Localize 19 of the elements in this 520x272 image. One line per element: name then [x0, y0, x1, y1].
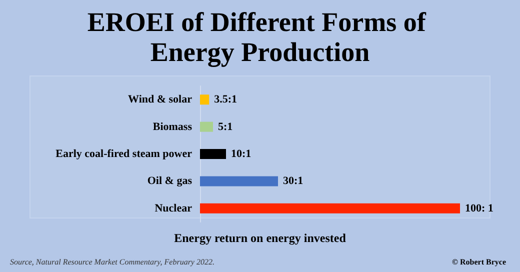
y-tick-label: Biomass	[152, 120, 193, 133]
bar	[200, 122, 213, 132]
bar	[200, 176, 278, 186]
bar	[200, 203, 460, 214]
bar	[200, 94, 210, 105]
text: © Robert Bryce	[452, 258, 506, 266]
y-tick-label: Nuclear	[154, 202, 192, 214]
bar	[200, 149, 226, 159]
x-axis-title: Energy return on energy invested	[174, 231, 346, 245]
chart-title: EROEI of Different Forms of Energy Production	[87, 7, 433, 67]
y-tick-label: Oil & gas	[147, 175, 193, 188]
data-label: 5:1	[218, 120, 233, 133]
y-tick-label: Wind & solar	[128, 94, 192, 106]
data-label: 3.5:1	[214, 94, 238, 106]
data-label: 30:1	[283, 175, 304, 188]
data-label: 10:1	[231, 148, 252, 160]
y-tick-label: Early coal-fired steam power	[56, 148, 192, 160]
source-note: Source, Natural Resource Market Commentary, February 2022.	[10, 258, 214, 266]
data-label: 100: 1	[465, 202, 494, 214]
